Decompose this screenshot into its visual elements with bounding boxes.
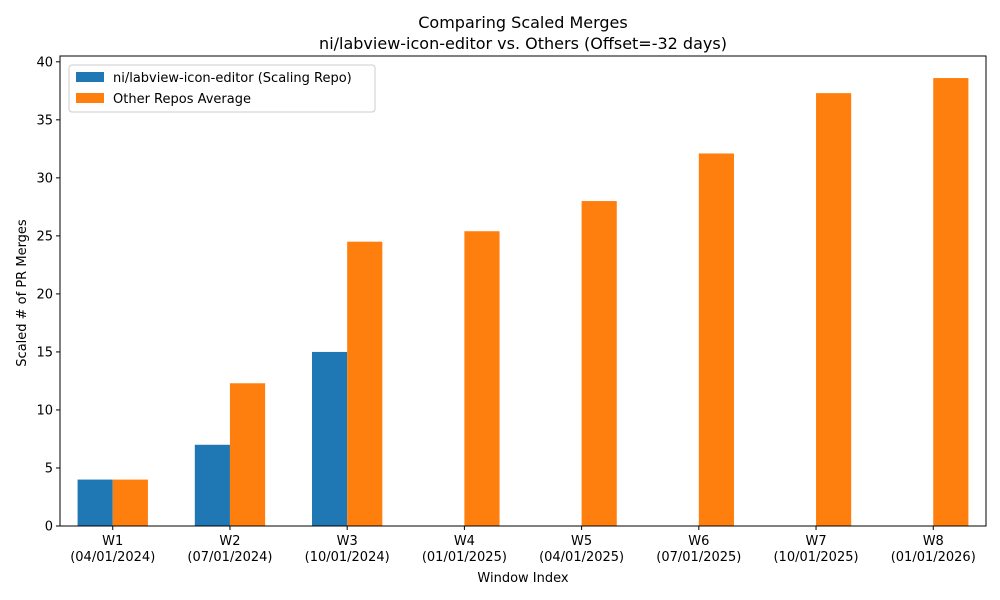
x-tick-label: (01/01/2025) [422,550,507,565]
x-tick-label: W6 [688,534,709,549]
bar [347,241,383,526]
x-tick-label: W1 [102,534,123,549]
bar [312,351,348,526]
y-tick-label: 35 [36,113,53,128]
legend-label: ni/labview-icon-editor (Scaling Repo) [113,71,352,86]
x-tick-label: (10/01/2024) [305,550,390,565]
bar [112,479,148,526]
x-tick-label: (01/01/2026) [891,550,976,565]
y-tick-label: 20 [36,287,53,302]
bar [933,78,969,527]
x-tick-label: (10/01/2025) [773,550,858,565]
legend-label: Other Repos Average [113,92,251,107]
x-tick-label: W7 [805,534,826,549]
x-axis-label: Window Index [477,571,568,586]
x-tick-label: W5 [571,534,592,549]
bar [581,201,617,526]
bar [77,479,113,526]
y-axis-label: Scaled # of PR Merges [15,219,30,367]
legend-box [68,64,376,113]
y-tick-label: 5 [45,461,53,476]
bar [194,444,230,526]
bar [229,383,266,526]
x-tick-label: (07/01/2025) [656,550,741,565]
bar [816,93,852,526]
y-tick-label: 10 [36,403,53,418]
legend-swatch [76,72,104,82]
chart-title: Comparing Scaled Merges [418,13,627,32]
x-tick-label: (04/01/2024) [70,550,155,565]
plot-area: 0510152025303540W1(04/01/2024)W2(07/01/2… [36,55,987,565]
y-tick-label: 40 [36,55,53,70]
x-tick-label: W3 [337,534,358,549]
legend-swatch [76,93,104,103]
y-tick-label: 15 [36,345,53,360]
x-tick-label: W8 [923,534,944,549]
x-tick-label: (07/01/2024) [187,550,272,565]
bar [464,231,500,527]
y-tick-label: 25 [36,229,53,244]
chart-subtitle: ni/labview-icon-editor vs. Others (Offse… [319,34,727,53]
y-tick-label: 30 [36,171,53,186]
axes-frame [59,55,987,527]
x-tick-label: W4 [454,534,475,549]
x-tick-label: (04/01/2025) [539,550,624,565]
bar [698,153,734,527]
legend: ni/labview-icon-editor (Scaling Repo) Oth… [68,64,376,113]
x-tick-label: W2 [219,534,240,549]
y-tick-label: 0 [45,520,53,535]
